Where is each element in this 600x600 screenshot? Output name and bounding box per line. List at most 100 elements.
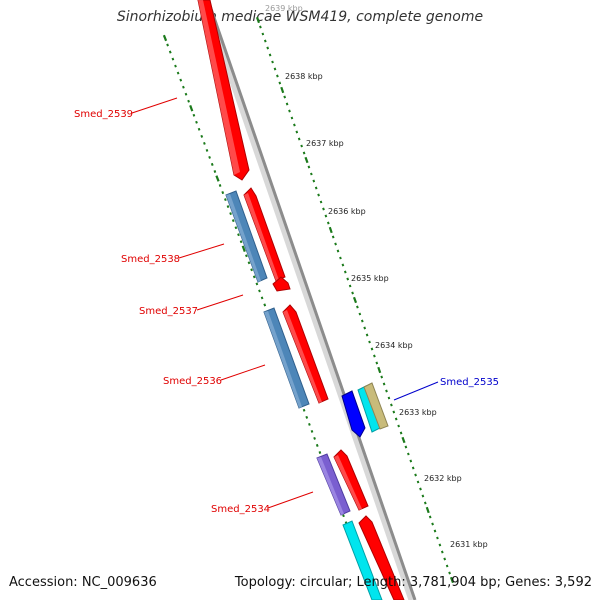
tick-label: 2638 kbp [285, 72, 323, 81]
minor-tick-mark [259, 25, 262, 29]
minor-tick-mark [363, 326, 367, 330]
minor-tick-mark [423, 501, 427, 505]
major-tick-mark [189, 105, 194, 112]
gene-label-text: Smed_2537 [139, 306, 198, 317]
minor-tick-mark [271, 60, 274, 64]
major-tick-mark [449, 576, 455, 584]
gene-label-smed2539[interactable]: Smed_2539 [74, 97, 178, 120]
gene-smed2538-feature[interactable] [225, 190, 268, 283]
minor-tick-mark [174, 64, 177, 68]
minor-tick-mark [266, 46, 270, 50]
gene-khaki-feature[interactable] [363, 382, 389, 430]
gene-label-smed2536[interactable]: Smed_2536 [163, 364, 266, 387]
minor-tick-mark [440, 550, 444, 554]
minor-tick-mark [192, 113, 196, 117]
minor-tick-mark [317, 193, 320, 197]
minor-tick-mark [278, 81, 282, 85]
minor-tick-mark [255, 282, 259, 286]
tick-label: 2631 kbp [450, 540, 488, 549]
minor-tick-mark [419, 487, 422, 491]
gene-cyan-feature[interactable] [342, 520, 383, 600]
minor-tick-mark [203, 141, 206, 145]
gene-smed2534-feature[interactable] [316, 453, 351, 516]
gene-label-text: Smed_2539 [74, 109, 133, 120]
tick-label: 2633 kbp [399, 408, 437, 417]
minor-tick-mark [205, 148, 209, 152]
minor-tick-mark [324, 214, 328, 218]
gene-red-forward-feature[interactable] [358, 515, 405, 600]
minor-tick-mark [318, 451, 322, 454]
minor-tick-mark [380, 375, 384, 379]
minor-tick-mark [276, 74, 279, 78]
gene-label-text: Smed_2536 [163, 376, 222, 387]
minor-tick-mark [358, 312, 362, 316]
gene-label-smed2534[interactable]: Smed_2534 [211, 491, 314, 515]
minor-tick-mark [226, 205, 230, 209]
minor-tick-mark [397, 424, 400, 428]
minor-tick-mark [370, 347, 374, 351]
minor-tick-mark [250, 268, 253, 272]
gene-red-forward-feature[interactable] [282, 304, 329, 404]
minor-tick-mark [197, 127, 201, 131]
minor-tick-mark [195, 120, 198, 124]
minor-tick-mark [382, 382, 386, 386]
minor-tick-mark [443, 557, 447, 561]
minor-tick-mark [302, 151, 306, 155]
minor-tick-mark [300, 144, 303, 148]
minor-tick-mark [326, 221, 330, 225]
minor-tick-mark [200, 134, 204, 138]
minor-tick-mark [305, 415, 309, 419]
minor-tick-mark [229, 212, 232, 216]
major-tick-mark [255, 16, 261, 24]
minor-tick-mark [411, 466, 415, 470]
minor-tick-mark [368, 340, 371, 344]
minor-tick-mark [224, 198, 227, 202]
minor-tick-mark [168, 50, 172, 54]
minor-tick-mark [293, 123, 296, 127]
minor-tick-mark [273, 67, 277, 71]
minor-tick-mark [436, 536, 439, 540]
minor-tick-mark [308, 422, 311, 426]
gene-label-smed2537[interactable]: Smed_2537 [139, 294, 244, 317]
gene-smed2539-feature[interactable] [197, 0, 250, 181]
gene-label-text: Smed_2534 [211, 504, 270, 515]
minor-tick-mark [433, 529, 437, 533]
gene-red-forward-feature[interactable] [243, 187, 286, 282]
minor-tick-mark [184, 92, 188, 96]
gene-label-text: Smed_2535 [440, 377, 499, 388]
minor-tick-mark [319, 200, 323, 204]
gene-smed2536-feature[interactable] [263, 307, 310, 409]
minor-tick-mark [166, 43, 169, 47]
minor-tick-mark [445, 564, 449, 568]
backbone [201, 0, 417, 600]
minor-tick-mark [404, 445, 408, 449]
gene-red-forward-feature[interactable] [333, 449, 369, 511]
minor-tick-mark [448, 571, 451, 575]
minor-tick-mark [208, 155, 211, 159]
gene-label-smed2538[interactable]: Smed_2538 [121, 243, 225, 265]
minor-tick-mark [356, 305, 359, 309]
tick-label: 2636 kbp [328, 207, 366, 216]
major-tick-mark [304, 156, 309, 164]
minor-tick-mark [315, 443, 319, 447]
gene-smed2537-feature[interactable] [272, 276, 291, 292]
minor-tick-mark [171, 57, 175, 61]
minor-tick-mark [348, 284, 352, 288]
tick-label: 2635 kbp [351, 274, 389, 283]
minor-tick-mark [387, 396, 391, 400]
minor-tick-mark [252, 275, 256, 279]
minor-tick-mark [239, 240, 243, 244]
minor-tick-mark [312, 179, 316, 183]
minor-tick-mark [182, 85, 185, 89]
accession-text: Accession: NC_009636 [9, 575, 157, 590]
minor-tick-mark [365, 333, 369, 337]
minor-tick-mark [260, 296, 264, 300]
major-tick-mark [377, 366, 382, 374]
gene-smed2535-feature[interactable] [341, 390, 366, 438]
minor-tick-mark [247, 261, 251, 265]
minor-tick-mark [285, 102, 289, 106]
gene-label-smed2535[interactable]: Smed_2535 [393, 377, 499, 401]
minor-tick-mark [263, 303, 267, 307]
minor-tick-mark [221, 191, 225, 195]
minor-tick-mark [297, 137, 301, 141]
